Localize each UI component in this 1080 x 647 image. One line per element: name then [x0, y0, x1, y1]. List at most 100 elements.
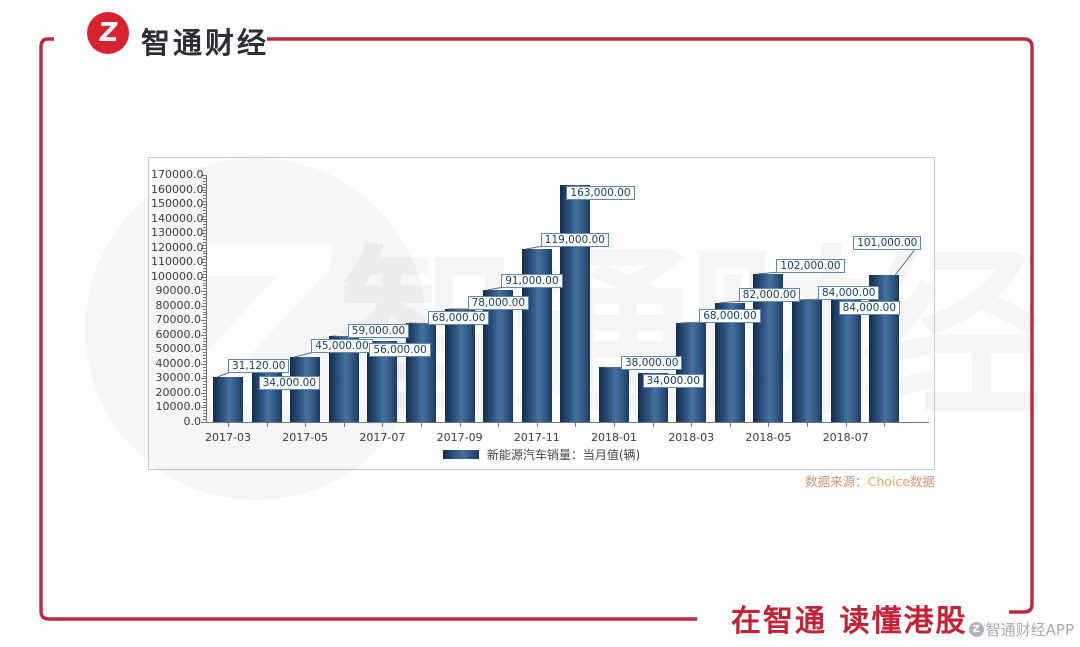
y-major-tick	[201, 392, 206, 394]
y-minor-tick	[203, 317, 206, 319]
y-axis-tick-label: 170000.0	[151, 168, 204, 181]
y-axis-tick-label: 10000.0	[155, 400, 202, 414]
y-minor-tick	[203, 294, 206, 296]
x-axis-tick	[807, 423, 808, 427]
x-axis-tick	[536, 423, 538, 427]
legend-label: 新能源汽车销量：当月值(辆)	[486, 448, 641, 462]
x-axis-tick	[575, 423, 577, 427]
app-credit-logo-icon: Z	[968, 622, 984, 637]
app-credit-watermark: Z 智通财经APP	[968, 619, 1074, 640]
bar	[444, 309, 475, 422]
y-major-tick	[201, 422, 206, 423]
y-minor-tick	[203, 270, 206, 272]
y-minor-tick	[203, 323, 206, 325]
y-major-tick	[201, 305, 206, 307]
bar-value-callout: 102,000.00	[776, 259, 845, 273]
app-credit-text: 智通财经APP	[985, 621, 1074, 639]
x-axis-tick-label: 2018-05	[745, 431, 792, 444]
y-minor-tick	[203, 360, 206, 362]
bar-value-callout: 78,000.00	[467, 296, 530, 310]
x-axis-tick	[228, 423, 229, 427]
y-minor-tick	[203, 390, 206, 392]
x-axis-tick	[421, 423, 422, 427]
y-major-tick	[201, 363, 206, 365]
bar	[792, 300, 822, 422]
y-minor-tick	[203, 209, 206, 211]
bar-value-callout: 56,000.00	[369, 343, 431, 357]
x-axis-tick	[729, 423, 731, 427]
y-minor-tick	[203, 230, 206, 232]
x-axis-line	[206, 422, 929, 423]
y-minor-tick	[203, 381, 206, 383]
y-minor-tick	[203, 285, 206, 287]
y-minor-tick	[203, 314, 206, 316]
y-minor-tick	[203, 372, 206, 374]
y-axis-tick-label: 80000.0	[155, 298, 202, 312]
bar-value-callout: 82,000.00	[738, 288, 801, 302]
source-provider: Choice	[867, 474, 910, 489]
y-major-tick	[201, 349, 206, 351]
bar	[599, 367, 629, 422]
y-minor-tick	[203, 352, 206, 354]
y-minor-tick	[203, 186, 206, 188]
chart-legend: 新能源汽车销量：当月值(辆)	[149, 446, 934, 463]
source-suffix: 数据	[909, 474, 935, 489]
y-minor-tick	[203, 343, 206, 345]
y-axis-tick-label: 40000.0	[155, 356, 202, 370]
bar-value-callout: 119,000.00	[540, 233, 609, 247]
y-axis-tick-label: 130000.0	[151, 226, 204, 240]
y-minor-tick	[203, 375, 206, 377]
bar	[213, 377, 243, 422]
bar-value-callout: 91,000.00	[501, 274, 563, 288]
y-minor-tick	[203, 358, 206, 360]
brand-title: 智通财经	[141, 26, 270, 60]
x-axis-tick-label: 2017-07	[359, 431, 406, 444]
y-minor-tick	[203, 398, 206, 400]
y-axis-tick-label: 110000.0	[151, 255, 204, 269]
y-axis-tick-label: 160000.0	[151, 182, 204, 196]
bar-value-callout: 68,000.00	[428, 311, 490, 325]
y-minor-tick	[203, 413, 206, 415]
bar-value-callout: 45,000.00	[311, 339, 373, 353]
x-axis-tick	[652, 423, 654, 427]
bar-value-callout: 38,000.00	[621, 356, 683, 370]
y-minor-tick	[203, 212, 206, 214]
y-minor-tick	[203, 288, 206, 290]
x-axis-tick	[266, 423, 268, 427]
logo-z-glyph: Z	[96, 18, 119, 48]
y-minor-tick	[203, 241, 206, 243]
bar	[560, 185, 591, 422]
y-minor-tick	[203, 355, 206, 357]
bar	[406, 323, 436, 422]
x-axis-tick-label: 2017-09	[436, 431, 483, 444]
y-minor-tick	[203, 404, 206, 406]
bar-value-callout: 31,120.00	[228, 359, 290, 373]
y-minor-tick	[203, 256, 206, 258]
y-minor-tick	[203, 201, 206, 203]
x-axis-tick	[768, 423, 770, 427]
y-axis-tick-label: 0.0	[183, 415, 202, 428]
x-axis-tick-label: 2018-01	[591, 431, 637, 444]
y-minor-tick	[203, 302, 206, 304]
y-axis-tick-label: 100000.0	[151, 269, 204, 283]
y-minor-tick	[203, 369, 206, 371]
legend-swatch	[442, 450, 479, 459]
y-major-tick	[201, 291, 206, 293]
y-minor-tick	[203, 410, 206, 412]
y-axis-tick-label: 60000.0	[155, 327, 202, 341]
y-axis-tick-label: 90000.0	[155, 284, 202, 298]
y-minor-tick	[203, 337, 206, 339]
y-major-tick	[201, 378, 206, 380]
y-minor-tick	[203, 326, 206, 328]
x-axis-tick	[459, 423, 461, 427]
y-axis-line	[206, 175, 207, 422]
y-axis-tick-label: 30000.0	[155, 371, 202, 385]
y-minor-tick	[203, 329, 206, 330]
y-minor-tick	[203, 366, 206, 368]
y-minor-tick	[203, 384, 206, 386]
y-minor-tick	[203, 311, 206, 313]
bar-value-callout: 84,000.00	[838, 301, 901, 315]
y-minor-tick	[203, 227, 206, 229]
bar-value-callout: 84,000.00	[818, 286, 880, 300]
x-axis-tick	[845, 423, 847, 427]
